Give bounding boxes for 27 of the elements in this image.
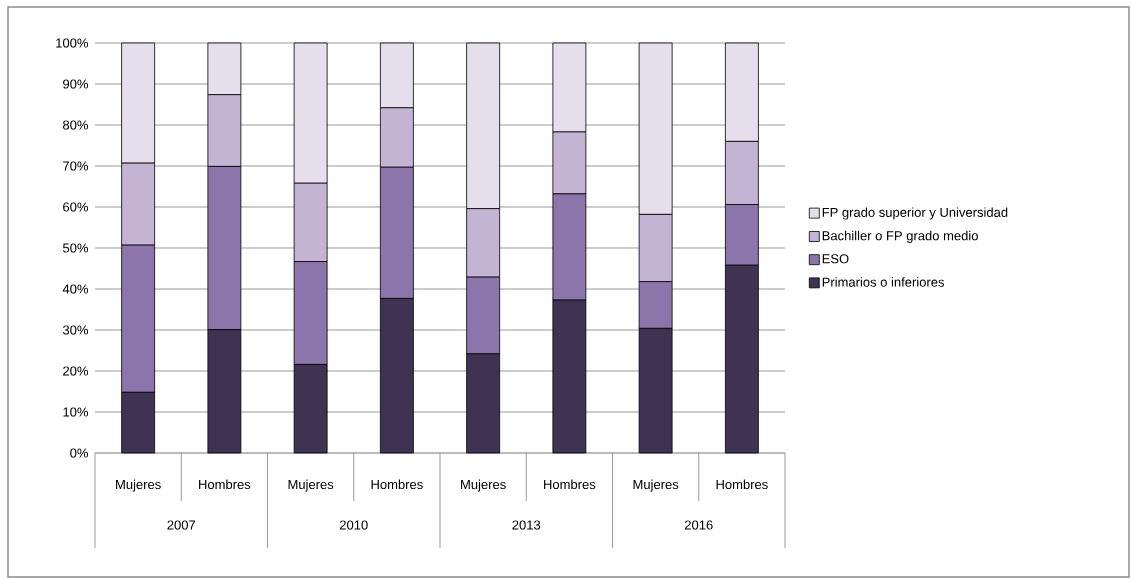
x-tick-label: Mujeres (116, 479, 161, 492)
x-tick-label: Hombres (199, 479, 251, 490)
y-tick-label: 10% (63, 407, 89, 417)
x-tick-label: Hombres (371, 479, 423, 490)
text: 2016 (684, 520, 713, 530)
y-tick-label: 30% (62, 325, 89, 335)
x-tick-label: Mujeres (288, 479, 334, 492)
y-tick-label: 50% (62, 243, 89, 253)
legend-label: Primarios o inferiores (822, 277, 945, 287)
y-tick-label: 20% (63, 366, 89, 376)
y-tick-label: 0% (70, 448, 89, 458)
y-tick-label: 60% (63, 202, 89, 212)
x-tick-label: Mujeres (633, 479, 679, 492)
text: 2010 (339, 520, 368, 530)
text: 2007 (167, 520, 196, 530)
y-tick-label: 90% (63, 79, 89, 89)
legend-label: ESO (822, 254, 849, 264)
legend-label: Bachiller o FP grado medio (822, 230, 978, 243)
y-tick-label: 70% (63, 161, 89, 171)
y-tick-label: 80% (63, 120, 89, 130)
x-tick-label: Hombres (716, 479, 768, 490)
legend-label: FP grado superior y Universidad (822, 207, 1008, 220)
y-tick-label: 40% (62, 284, 89, 294)
text: 2013 (512, 520, 541, 530)
x-tick-label: Hombres (544, 479, 596, 490)
y-tick-label: 100% (56, 38, 89, 48)
x-tick-label: Mujeres (461, 479, 506, 492)
